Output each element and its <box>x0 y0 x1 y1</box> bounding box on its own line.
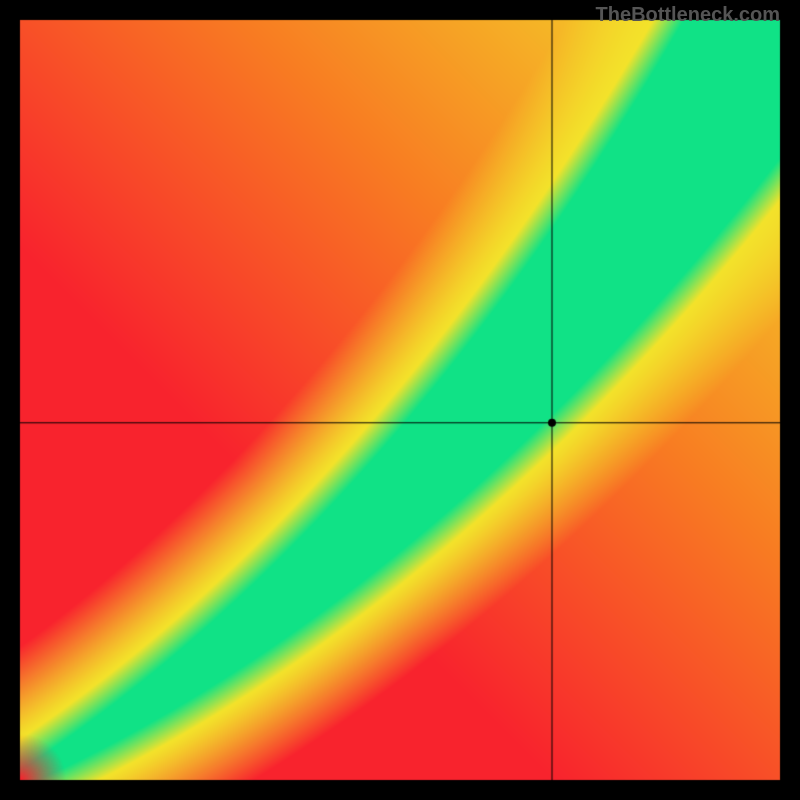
chart-container: TheBottleneck.com <box>0 0 800 800</box>
watermark-text: TheBottleneck.com <box>596 4 780 27</box>
heatmap-canvas <box>0 0 800 800</box>
